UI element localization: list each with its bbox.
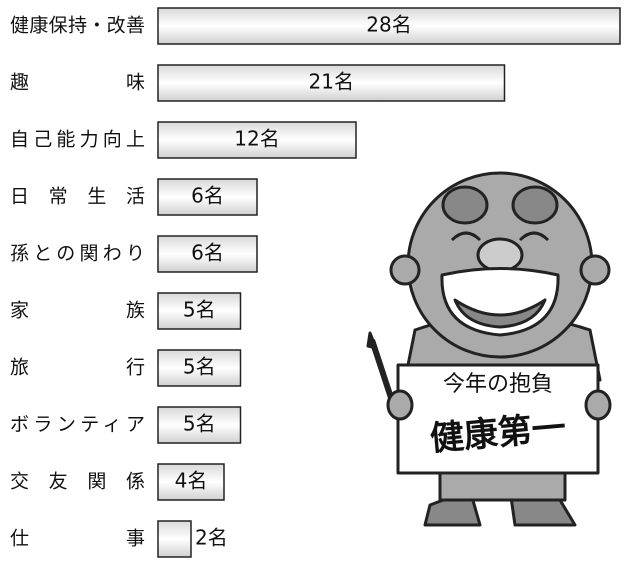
category-label: 健康保持・改善	[10, 15, 145, 37]
value-label: 2名	[195, 526, 228, 550]
illustration: 今年の抱負 健康第一	[368, 173, 610, 525]
category-label: 家 族	[10, 300, 145, 322]
category-label: 孫との関わり	[10, 243, 145, 265]
value-label: 21名	[309, 70, 354, 94]
bar	[158, 521, 191, 557]
value-label: 5名	[183, 298, 216, 322]
value-label: 28名	[366, 13, 411, 37]
value-label: 6名	[191, 241, 224, 265]
value-label: 12名	[234, 127, 279, 151]
category-label: ボランティア	[10, 414, 145, 436]
category-label: 日 常 生 活	[10, 186, 145, 208]
category-label: 趣 味	[10, 72, 145, 94]
category-label: 交 友 関 係	[10, 471, 145, 493]
category-label: 旅 行	[10, 357, 145, 379]
value-label: 4名	[175, 469, 208, 493]
category-label: 仕 事	[10, 528, 145, 550]
value-label: 5名	[183, 412, 216, 436]
value-label: 6名	[191, 184, 224, 208]
chart: 健康保持・改善28名趣 味21名自己能力向上12名日 常 生 活6名孫との関わり…	[0, 0, 636, 561]
sign-title: 今年の抱負	[443, 372, 553, 397]
category-label: 自己能力向上	[10, 129, 145, 151]
value-label: 5名	[183, 355, 216, 379]
